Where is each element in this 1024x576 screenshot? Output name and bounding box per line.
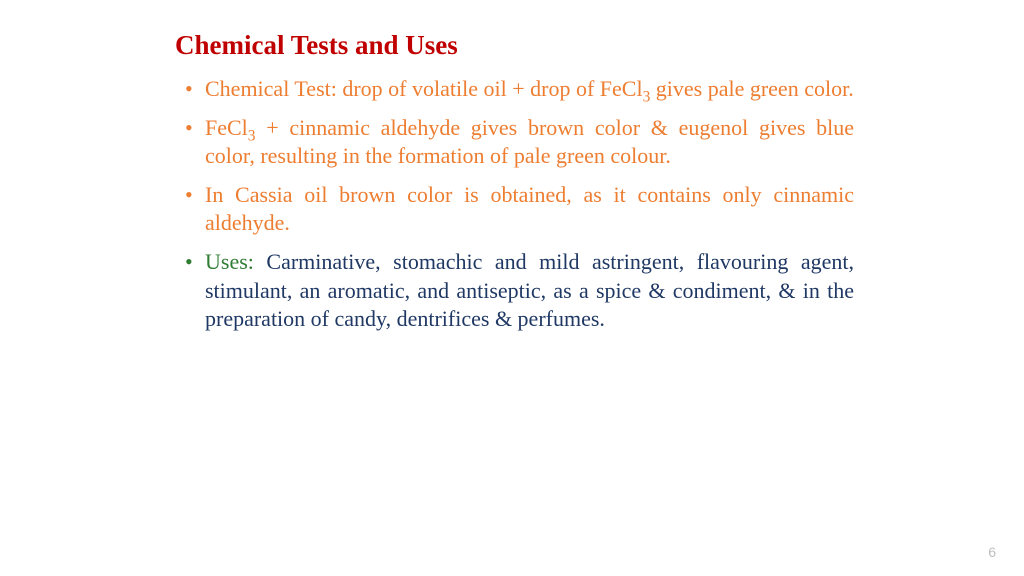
- text-segment: 3: [248, 127, 256, 144]
- bullet-item: In Cassia oil brown color is obtained, a…: [205, 181, 854, 238]
- text-segment: gives pale green color.: [650, 76, 853, 101]
- slide-title: Chemical Tests and Uses: [175, 30, 854, 61]
- text-segment: Chemical Test: drop of volatile oil + dr…: [205, 76, 643, 101]
- slide: Chemical Tests and Uses Chemical Test: d…: [0, 0, 1024, 576]
- text-segment: FeCl: [205, 115, 248, 140]
- text-segment: Carminative, stomachic and mild astringe…: [205, 249, 854, 331]
- page-number: 6: [988, 544, 996, 560]
- text-segment: In Cassia oil brown color is obtained, a…: [205, 182, 854, 236]
- bullet-item: FeCl3 + cinnamic aldehyde gives brown co…: [205, 114, 854, 171]
- text-segment: Uses:: [205, 249, 254, 274]
- bullet-item: Uses: Carminative, stomachic and mild as…: [205, 248, 854, 334]
- bullet-list: Chemical Test: drop of volatile oil + dr…: [175, 75, 854, 334]
- bullet-item: Chemical Test: drop of volatile oil + dr…: [205, 75, 854, 104]
- text-segment: + cinnamic aldehyde gives brown color & …: [205, 115, 854, 169]
